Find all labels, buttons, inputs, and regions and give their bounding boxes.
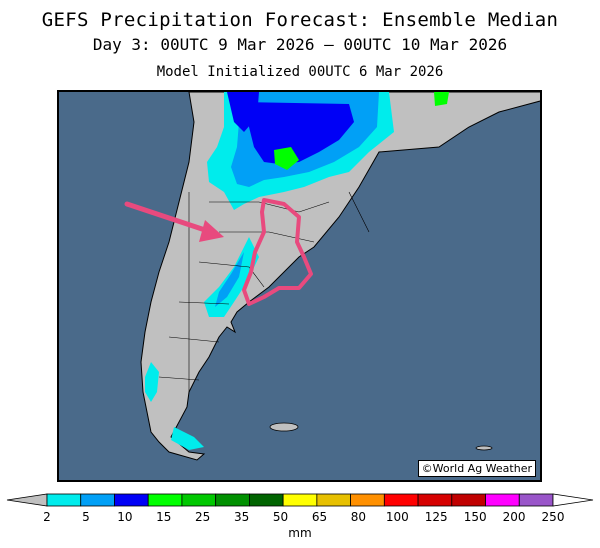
- south-georgia: [475, 445, 493, 451]
- legend-unit: mm: [288, 526, 312, 540]
- legend-swatch: [248, 493, 284, 507]
- legend-tick-label: 15: [156, 510, 172, 524]
- legend-tick-label: 10: [117, 510, 133, 524]
- precip-15mm-ne: [434, 92, 449, 106]
- annotation-arrow: [124, 201, 224, 242]
- legend-tick-label: 80: [350, 510, 367, 524]
- legend-swatch: [417, 493, 453, 507]
- legend-swatch: [147, 493, 183, 507]
- legend-swatch: [518, 493, 554, 507]
- legend-high-arrow: [552, 493, 594, 507]
- legend-swatch: [181, 493, 217, 507]
- legend-tick-label: 200: [502, 510, 526, 524]
- legend-tick-label: 50: [272, 510, 289, 524]
- legend-low-arrow: [6, 493, 48, 507]
- legend-tick-label: 35: [233, 510, 250, 524]
- model-init-time: Model Initialized 00UTC 6 Mar 2026: [156, 64, 444, 80]
- legend-tick-label: 5: [82, 510, 90, 524]
- falkland-islands: [269, 422, 299, 432]
- legend-swatch: [46, 493, 82, 507]
- chart-title: GEFS Precipitation Forecast: Ensemble Me…: [41, 9, 559, 31]
- province-borders: [158, 191, 370, 392]
- legend-swatch: [350, 493, 385, 507]
- legend-swatch: [114, 493, 149, 507]
- legend-tick-label: 100: [385, 510, 409, 524]
- legend-swatch: [316, 493, 352, 507]
- precip-2mm-patagonia: [145, 362, 159, 402]
- legend-swatch: [485, 493, 520, 507]
- legend-swatch: [215, 493, 250, 507]
- precip-15mm: [274, 147, 299, 170]
- legend-tick-label: 125: [424, 510, 448, 524]
- legend-tick-label: 150: [463, 510, 487, 524]
- precip-10mm: [244, 102, 354, 164]
- precip-map: ©World Ag Weather: [57, 90, 542, 482]
- precip-2mm-tierra: [171, 427, 204, 450]
- highlight-outline: [242, 198, 313, 306]
- legend-swatch: [282, 493, 318, 507]
- legend-tick-label: 25: [195, 510, 211, 524]
- map-credit: ©World Ag Weather: [417, 460, 536, 477]
- color-scale-legend: 2 5 10 15 25 35 50 65 80 100 125 150 200 250 mm: [0, 490, 600, 548]
- legend-tick-label: 2: [43, 510, 51, 524]
- legend-colorbar: [6, 493, 594, 507]
- map-canvas: [124, 92, 540, 461]
- precip-10mm-nw: [227, 92, 259, 132]
- legend-tick-label: 250: [541, 510, 565, 524]
- legend-tick-label: 65: [311, 510, 328, 524]
- valid-period: Day 3: 00UTC 9 Mar 2026 — 00UTC 10 Mar 2…: [92, 35, 508, 54]
- legend-swatch: [80, 493, 115, 507]
- legend-swatch: [451, 493, 486, 507]
- legend-swatch: [383, 493, 419, 507]
